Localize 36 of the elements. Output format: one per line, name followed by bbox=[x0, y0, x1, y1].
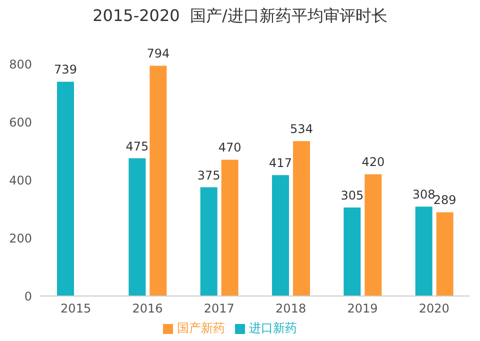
data-label: 308 bbox=[412, 188, 436, 202]
x-tick-label: 2018 bbox=[276, 302, 306, 316]
data-label: 375 bbox=[197, 168, 220, 182]
data-label: 305 bbox=[340, 188, 364, 203]
bar bbox=[364, 174, 382, 296]
y-tick-label: 800 bbox=[9, 57, 32, 72]
data-label: 534 bbox=[290, 122, 313, 136]
bar bbox=[200, 187, 218, 296]
x-tick-label: 2016 bbox=[132, 302, 163, 316]
x-tick-label: 2015 bbox=[60, 302, 92, 316]
y-tick-label: 400 bbox=[9, 173, 32, 188]
data-label: 739 bbox=[54, 62, 77, 77]
bar bbox=[221, 160, 238, 296]
bar bbox=[415, 206, 432, 296]
bar bbox=[150, 66, 167, 296]
data-label: 420 bbox=[362, 155, 385, 170]
y-tick-label: 0 bbox=[24, 289, 32, 304]
bar bbox=[436, 212, 454, 296]
bar bbox=[128, 158, 146, 296]
legend-label: 进口新药 bbox=[249, 321, 297, 335]
data-label: 417 bbox=[269, 156, 292, 170]
bar bbox=[293, 141, 310, 296]
x-tick-label: 2019 bbox=[347, 302, 378, 316]
x-tick-label: 2020 bbox=[418, 302, 450, 316]
data-label: 794 bbox=[146, 46, 170, 61]
legend-label: 国产新药 bbox=[177, 321, 225, 335]
y-tick-label: 200 bbox=[9, 231, 32, 246]
bar bbox=[272, 175, 289, 296]
data-label: 475 bbox=[126, 139, 149, 154]
bar bbox=[344, 208, 361, 296]
x-tick-label: 2017 bbox=[204, 302, 234, 316]
data-label: 289 bbox=[433, 193, 456, 208]
chart-title: 2015-2020 国产/进口新药平均审评时长 bbox=[92, 6, 388, 27]
data-label: 470 bbox=[218, 140, 242, 155]
y-tick-label: 600 bbox=[9, 115, 32, 130]
bar bbox=[57, 82, 74, 296]
